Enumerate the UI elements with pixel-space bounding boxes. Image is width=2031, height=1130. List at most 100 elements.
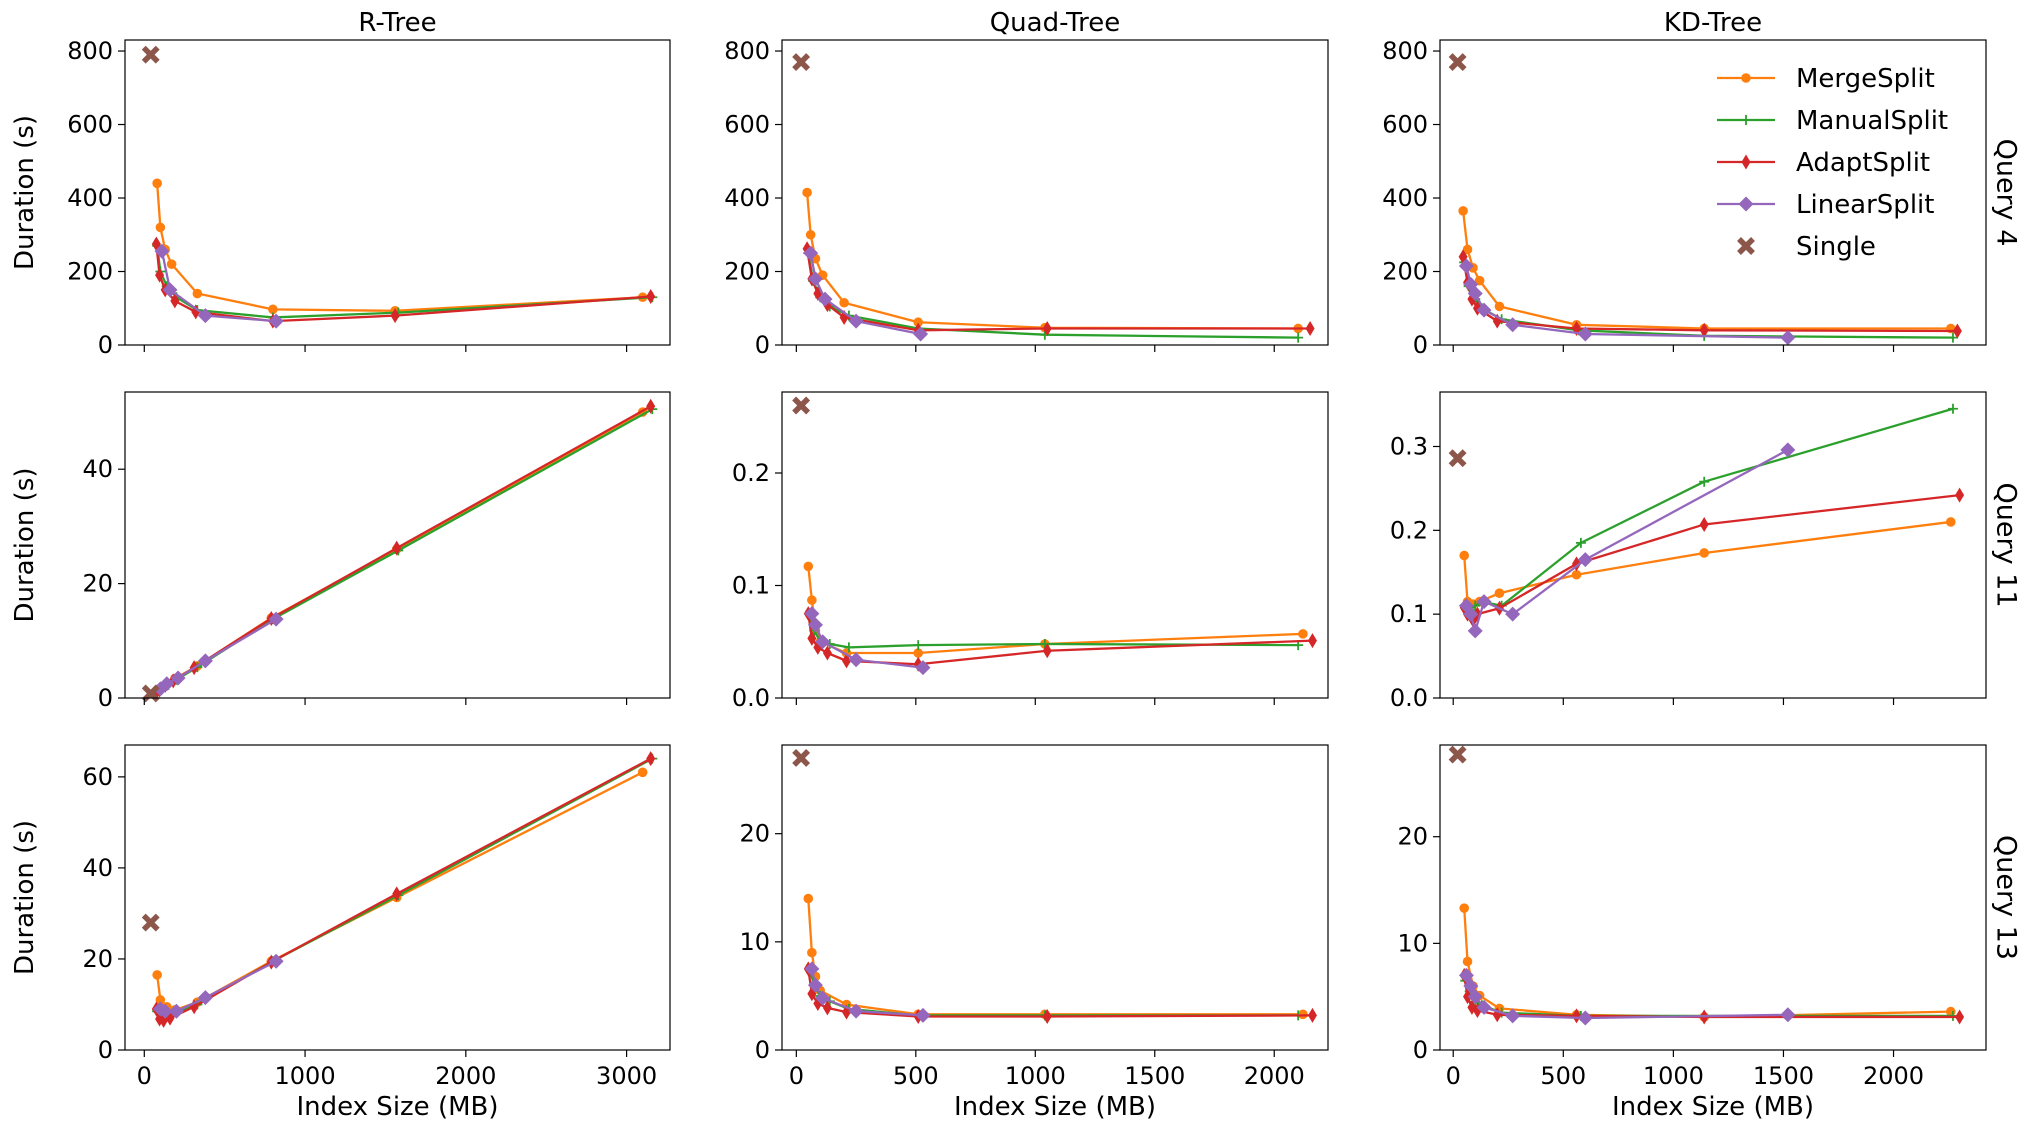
x-axis-label: Index Size (MB) — [1612, 1092, 1814, 1122]
x-tick-label: 0 — [789, 1062, 804, 1090]
series-group — [1448, 403, 1965, 639]
data-point-mergesplit — [1945, 517, 1956, 527]
panel-kd-tree-query-11: 0.0 0.1 0.2 0.3 — [1390, 391, 1987, 712]
data-point-linearsplit — [268, 953, 284, 969]
series-line-linearsplit — [160, 251, 277, 323]
axes-frame — [124, 391, 671, 699]
panel-r-tree-query-11: 0 20 40 Duration (s) Query 11 — [10, 391, 2022, 712]
x-tick-label: 1500 — [1753, 1062, 1814, 1090]
data-point-linearsplit — [1505, 317, 1521, 333]
data-point-linearsplit — [848, 313, 864, 329]
axes-frame — [124, 39, 671, 346]
data-point-linearsplit — [1476, 594, 1492, 610]
data-point-linearsplit — [1505, 606, 1521, 622]
data-point-mergesplit — [155, 995, 166, 1005]
data-point-linearsplit — [915, 1007, 931, 1023]
y-axis-label: Duration (s) — [10, 115, 40, 270]
data-point-adaptsplit — [807, 630, 817, 646]
x-tick-label: 1500 — [1124, 1062, 1185, 1090]
data-point-adaptsplit — [646, 398, 656, 414]
data-point-manualsplit — [1947, 403, 1958, 414]
data-point-adaptsplit — [392, 886, 402, 902]
axes-frame — [1439, 391, 1987, 699]
y-axis-label: Duration (s) — [10, 467, 40, 622]
y-tick-label: 200 — [67, 258, 113, 286]
data-point-single — [141, 913, 160, 932]
series-group — [141, 398, 658, 703]
data-point-single — [1448, 449, 1467, 468]
data-point-linearsplit — [848, 652, 864, 668]
series-group — [1448, 745, 1965, 1026]
data-point-linearsplit — [268, 611, 284, 627]
data-point-manualsplit — [843, 642, 854, 653]
data-point-adaptsplit — [646, 288, 656, 304]
y-tick-label: 0.1 — [1390, 600, 1428, 628]
data-point-linearsplit — [1458, 967, 1474, 983]
data-point-mergesplit — [152, 178, 162, 189]
y-tick-label: 40 — [82, 854, 113, 882]
data-point-mergesplit — [1298, 629, 1308, 639]
data-point-mergesplit — [1474, 275, 1485, 286]
x-tick-label: 3000 — [596, 1062, 657, 1090]
data-point-manualsplit — [1575, 537, 1586, 548]
legend-entry-adaptsplit: AdaptSplit — [1717, 148, 1930, 178]
data-point-linearsplit — [804, 606, 820, 622]
data-point-adaptsplit — [822, 1000, 832, 1016]
y-tick-label: 0.1 — [732, 572, 770, 600]
data-point-mergesplit — [807, 947, 817, 958]
data-point-linearsplit — [197, 990, 213, 1006]
x-tick-label: 0 — [137, 1062, 152, 1090]
data-point-adaptsplit — [1307, 1007, 1317, 1023]
panel-quad-tree-query-13: 0 10 20 0 500 1000 1500 2000 Index Size (MB) — [739, 744, 1329, 1122]
data-point-manualsplit — [913, 640, 924, 651]
data-point-adaptsplit — [1699, 322, 1709, 338]
data-point-mergesplit — [1459, 550, 1470, 561]
data-point-adaptsplit — [1572, 1008, 1581, 1024]
data-point-adaptsplit — [822, 645, 832, 661]
data-point-mergesplit — [803, 561, 814, 572]
data-point-adaptsplit — [646, 751, 656, 767]
data-point-adaptsplit — [1042, 320, 1052, 336]
y-tick-label: 400 — [67, 184, 113, 212]
data-point-linearsplit — [1505, 1008, 1521, 1024]
y-tick-label: 0 — [755, 331, 770, 359]
data-point-linearsplit — [154, 243, 170, 259]
y-tick-label: 60 — [82, 763, 113, 791]
data-point-linearsplit — [803, 245, 819, 261]
legend-entry-linearsplit: LinearSplit — [1717, 190, 1934, 220]
data-point-mergesplit — [152, 970, 162, 980]
axes-frame — [781, 744, 1329, 1051]
legend-marker — [1738, 196, 1754, 212]
data-point-mergesplit — [802, 187, 812, 198]
series-group — [792, 396, 1317, 676]
legend: MergeSplit ManualSplit AdaptSplit LinearSpl… — [1717, 64, 1948, 262]
y-tick-label: 0.0 — [1390, 684, 1428, 712]
data-point-linearsplit — [168, 1003, 184, 1019]
data-point-mergesplit — [807, 595, 817, 605]
axes-frame — [781, 391, 1329, 699]
series-line-manualsplit — [808, 613, 1299, 649]
y-tick-label: 20 — [82, 945, 113, 973]
y-tick-label: 600 — [67, 111, 113, 139]
panel-quad-tree-query-11: 0.0 0.1 0.2 — [732, 391, 1329, 712]
panel-quad-tree-query-4: 0 200 400 600 800 Quad-Tree — [724, 8, 1329, 359]
data-point-linearsplit — [170, 670, 186, 686]
data-point-single — [1448, 745, 1467, 764]
data-point-adaptsplit — [1463, 989, 1473, 1005]
data-point-adaptsplit — [1955, 1009, 1965, 1025]
axes-frame — [1439, 744, 1987, 1051]
data-point-single — [1448, 53, 1467, 71]
y-tick-label: 0.0 — [732, 684, 770, 712]
y-tick-label: 10 — [739, 928, 770, 956]
legend-entry-manualsplit: ManualSplit — [1717, 106, 1948, 136]
legend-entry-single: Single — [1737, 232, 1876, 262]
x-tick-label: 1000 — [1005, 1062, 1066, 1090]
y-tick-label: 200 — [724, 258, 770, 286]
y-tick-label: 0 — [1413, 331, 1428, 359]
data-point-single — [792, 53, 811, 71]
y-tick-label: 800 — [67, 37, 113, 65]
x-axis-label: Index Size (MB) — [954, 1092, 1156, 1122]
y-tick-label: 0 — [98, 331, 113, 359]
series-group — [141, 751, 658, 1028]
